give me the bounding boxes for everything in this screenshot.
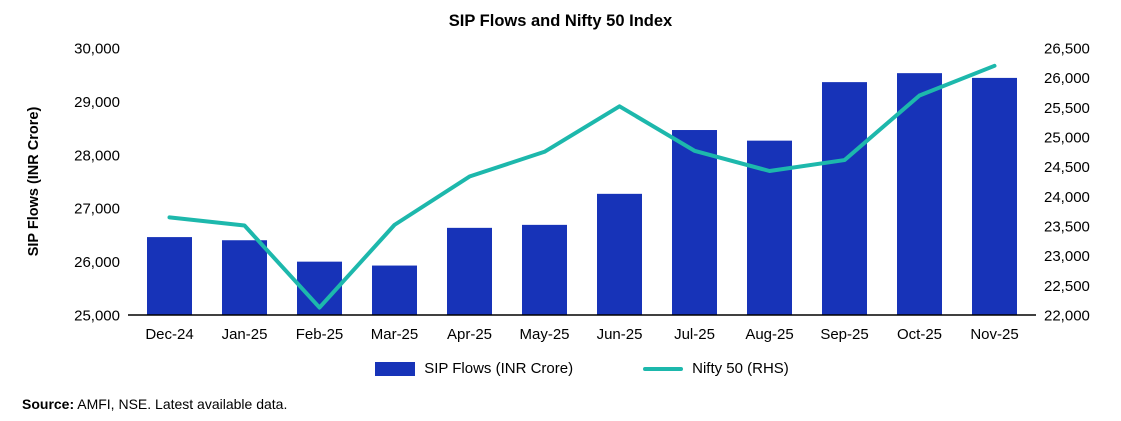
y-left-tick-label: 29,000: [74, 94, 120, 111]
x-tick-label-Jun-25: Jun-25: [597, 326, 643, 343]
x-tick-label-Jan-25: Jan-25: [222, 326, 268, 343]
y-left-tick-label: 30,000: [74, 41, 120, 58]
nifty-line: [167, 63, 997, 310]
y-left-tick-label: 27,000: [74, 201, 120, 218]
chart-plot: 25,000 26,000 27,000 28,000 29,000 30,000 22,0…: [26, 41, 1090, 344]
y-left-tick-label: 28,000: [74, 147, 120, 164]
bar-Sep-25: [822, 82, 867, 316]
x-tick-label-Oct-25: Oct-25: [897, 326, 942, 343]
legend-bar-swatch-icon: [375, 361, 416, 376]
x-tick-label-May-25: May-25: [519, 326, 569, 343]
x-tick-label-Dec-24: Dec-24: [145, 326, 193, 343]
y-right-tick-label: 25,500: [1044, 100, 1090, 117]
chart-title: SIP Flows and Nifty 50 Index: [448, 12, 673, 30]
y-right-tick-label: 26,000: [1044, 70, 1090, 87]
legend-item-nifty: Nifty 50 (RHS): [643, 360, 789, 377]
y-right-tick-label: 23,500: [1044, 219, 1090, 236]
bar-Jul-25: [672, 130, 717, 315]
y-left-tick-label: 26,000: [74, 254, 120, 271]
bar-Oct-25: [897, 73, 942, 315]
bar-Mar-25: [372, 265, 417, 315]
legend-line-swatch-icon: [643, 366, 684, 371]
x-tick-label-Feb-25: Feb-25: [296, 326, 344, 343]
bar-Apr-25: [447, 227, 492, 315]
x-tick-label-Nov-25: Nov-25: [970, 326, 1018, 343]
y-right-tick-label: 22,000: [1044, 308, 1090, 325]
bar-May-25: [522, 224, 567, 315]
bar-Jan-25: [222, 240, 267, 315]
y-right-tick-label: 24,000: [1044, 189, 1090, 206]
y-right-tick-label: 23,000: [1044, 248, 1090, 265]
source-note: Source: AMFI, NSE. Latest available data…: [22, 396, 287, 412]
y-right-tick-label: 24,500: [1044, 159, 1090, 176]
x-tick-label-Sep-25: Sep-25: [820, 326, 868, 343]
legend-item-sip-flows: SIP Flows (INR Crore): [375, 360, 573, 377]
y-right-tick-label: 22,500: [1044, 278, 1090, 295]
legend: SIP Flows (INR Crore) Nifty 50 (RHS): [132, 360, 1032, 377]
y-axis-title: SIP Flows (INR Crore): [26, 107, 42, 257]
legend-label-nifty: Nifty 50 (RHS): [692, 360, 789, 377]
y-left-tick-label: 25,000: [74, 308, 120, 325]
x-tick-label-Aug-25: Aug-25: [745, 326, 793, 343]
source-text: AMFI, NSE. Latest available data.: [74, 396, 288, 412]
source-label: Source:: [22, 396, 75, 412]
y-right-tick-label: 26,500: [1044, 41, 1090, 58]
y-right-tick-label: 25,000: [1044, 130, 1090, 147]
bar-Jun-25: [597, 193, 642, 315]
bar-Nov-25: [972, 77, 1017, 316]
x-tick-label-Jul-25: Jul-25: [674, 326, 715, 343]
x-tick-label-Mar-25: Mar-25: [371, 326, 419, 343]
bar-Dec-24: [147, 237, 192, 315]
x-tick-label-Apr-25: Apr-25: [447, 326, 492, 343]
legend-label-sip-flows: SIP Flows (INR Crore): [424, 360, 574, 377]
